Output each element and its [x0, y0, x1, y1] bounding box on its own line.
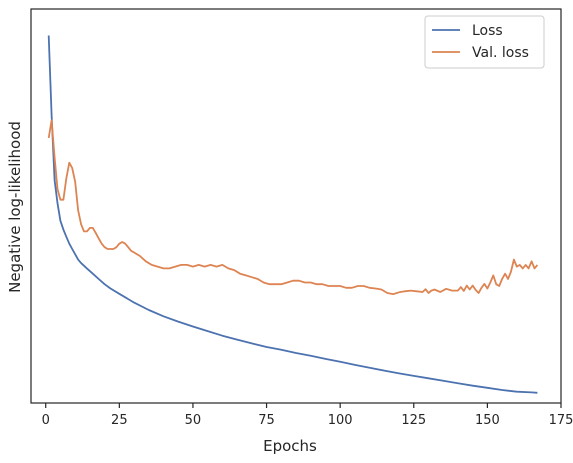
- x-tick-label: 75: [258, 413, 275, 428]
- x-tick-label: 175: [549, 413, 573, 428]
- legend-box: [424, 15, 545, 69]
- legend: Loss Val. loss: [424, 15, 545, 69]
- y-axis-label: Negative log-likelihood: [6, 121, 24, 293]
- series-line-val-loss: [47, 119, 539, 296]
- x-axis-label: Epochs: [263, 437, 317, 455]
- plot-frame: [30, 8, 562, 404]
- x-tick-label: 150: [475, 413, 500, 428]
- legend-label-val-loss: Val. loss: [472, 45, 529, 61]
- legend-label-loss: Loss: [472, 23, 503, 39]
- series-layer: [47, 35, 539, 394]
- x-tick-label: 0: [42, 413, 50, 428]
- x-tick-label: 100: [328, 413, 353, 428]
- x-tick-label: 25: [111, 413, 128, 428]
- x-axis-ticks: 0 25 50 75 100 125 150 175: [42, 403, 573, 428]
- x-tick-label: 50: [185, 413, 202, 428]
- x-tick-label: 125: [401, 413, 426, 428]
- series-line-loss: [47, 35, 538, 394]
